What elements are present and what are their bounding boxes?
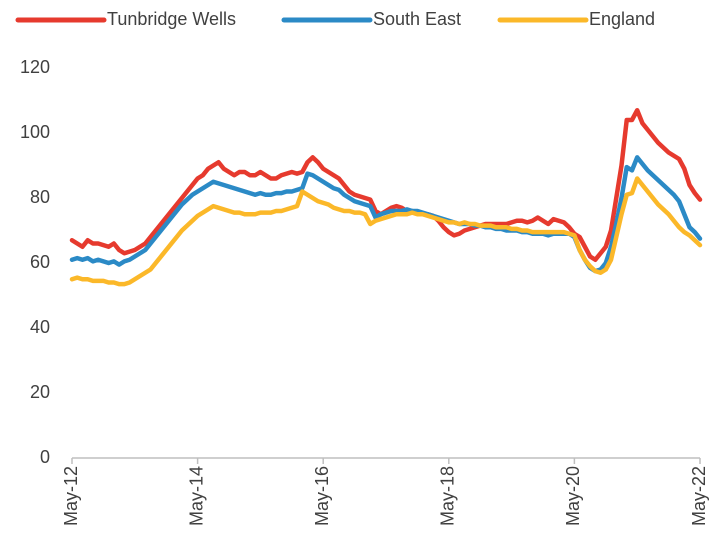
y-tick-label: 80 bbox=[30, 187, 50, 207]
series-line bbox=[69, 108, 703, 262]
x-tick-label: May-22 bbox=[689, 466, 709, 526]
y-tick-label: 100 bbox=[20, 122, 50, 142]
y-tick-label: 60 bbox=[30, 252, 50, 272]
legend-label: Tunbridge Wells bbox=[107, 9, 236, 29]
x-tick-label: May-14 bbox=[186, 466, 206, 526]
y-tick-label: 0 bbox=[40, 447, 50, 467]
x-tick-label: May-16 bbox=[312, 466, 332, 526]
y-tick-label: 40 bbox=[30, 317, 50, 337]
series-line bbox=[69, 176, 703, 287]
y-tick-label: 120 bbox=[20, 57, 50, 77]
legend-label: England bbox=[589, 9, 655, 29]
legend-label: South East bbox=[373, 9, 461, 29]
y-tick-label: 20 bbox=[30, 382, 50, 402]
x-tick-label: May-20 bbox=[563, 466, 583, 526]
x-tick-label: May-12 bbox=[61, 466, 81, 526]
x-tick-label: May-18 bbox=[438, 466, 458, 526]
